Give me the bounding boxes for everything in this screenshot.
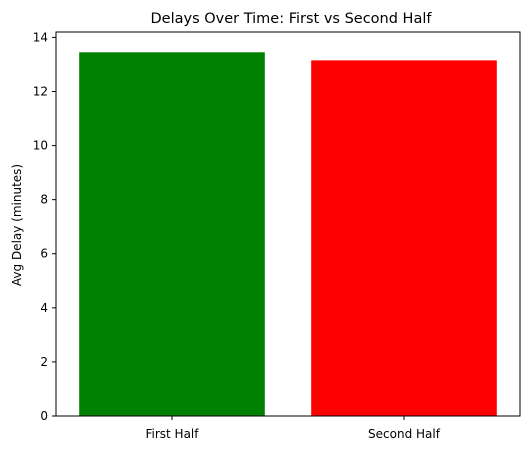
- bar-second-half: [311, 60, 497, 416]
- x-tick-label: First Half: [145, 427, 199, 441]
- y-tick-label: 6: [40, 247, 48, 261]
- bar-first-half: [79, 52, 265, 417]
- y-tick-label: 8: [40, 193, 48, 207]
- y-tick-label: 10: [33, 139, 48, 153]
- plot-area: First Half Second Half 0 2 4 6 8 10 12 14: [33, 30, 521, 441]
- y-tick-label: 0: [40, 409, 48, 423]
- x-tick-label: Second Half: [368, 427, 441, 441]
- plot-frame: [55, 31, 521, 417]
- y-axis-label: Avg Delay (minutes): [10, 164, 24, 286]
- y-tick-label: 14: [33, 30, 48, 44]
- chart-title: Delays Over Time: First vs Second Half: [151, 11, 433, 27]
- y-tick-label: 12: [33, 84, 48, 98]
- y-tick-label: 4: [40, 301, 48, 315]
- y-tick-label: 2: [40, 355, 48, 369]
